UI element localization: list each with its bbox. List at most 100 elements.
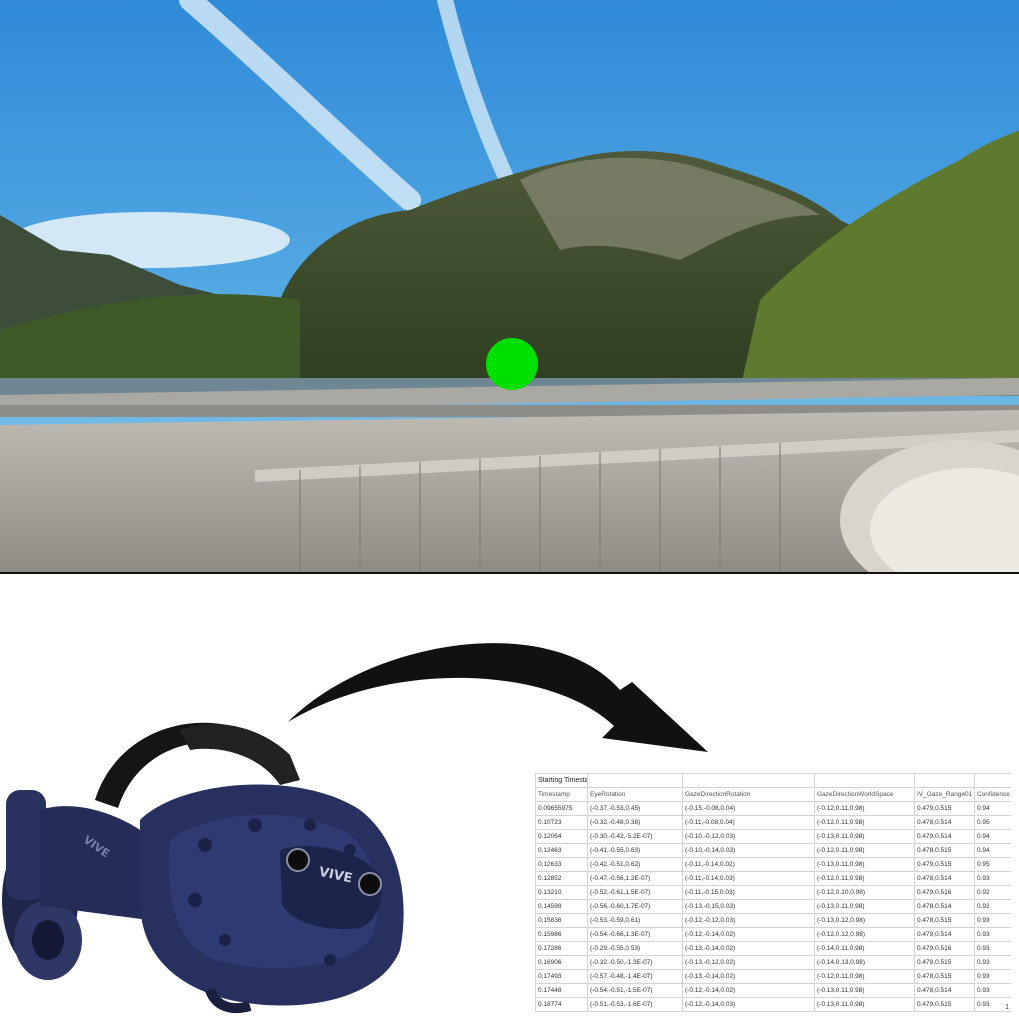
column-header: GazeDirectionWorldSpace	[814, 787, 915, 802]
table-cell: (-0.30,-0.42,-5.2E-07)	[587, 829, 683, 844]
table-cell: (-0.32,-0.48,0.38)	[587, 815, 683, 830]
column-header: GazeDirectionRotation	[682, 787, 815, 802]
table-row: 0.10723 (-0.32,-0.48,0.38) (-0.11,-0.08,0.…	[535, 815, 1011, 830]
table-cell: (-0.51,-0.53,-1.6E-07)	[587, 997, 683, 1012]
table-cell: (-0.47,-0.56,1.2E-07)	[587, 871, 683, 886]
table-cell: (-0.13,0.11,0.98)	[814, 997, 915, 1012]
table-cell: (-0.12,-0.14,0.02)	[682, 927, 815, 942]
table-cell: 0.15836	[535, 913, 588, 928]
table-cell: 0.93	[974, 997, 1011, 1012]
table-row: 0.12463 (-0.41,-0.55,0.63) (-0.10,-0.14,0.…	[535, 843, 1011, 858]
table-cell: 0.93	[974, 983, 1011, 998]
table-cell: (-0.11,-0.14,0.03)	[682, 871, 815, 886]
table-cell: (-0.11,-0.15,0.03)	[682, 885, 815, 900]
table-cell: 0.12633	[535, 857, 588, 872]
table-row: 0.12064 (-0.30,-0.42,-5.2E-07) (-0.10,-0.1…	[535, 829, 1011, 844]
sheet-title: Starting Timestamp	[535, 773, 588, 788]
table-cell: 0.12463	[535, 843, 588, 858]
panorama-scene	[0, 0, 1019, 574]
table-row: 0.15986 (-0.54,-0.66,1.3E-07) (-0.12,-0.14…	[535, 927, 1011, 942]
table-cell: 0.14598	[535, 899, 588, 914]
table-cell: (-0.13,0.11,0.98)	[814, 983, 915, 998]
table-cell: (-0.15,-0.08,0.04)	[682, 801, 815, 816]
table-cell: 0.17493	[535, 969, 588, 984]
table-cell: (-0.13,-0.12,0.02)	[682, 955, 815, 970]
table-cell: (-0.37,-0.53,0.45)	[587, 801, 683, 816]
table-row: 0.16906 (-0.32,-0.50,-1.3E-07) (-0.13,-0.1…	[535, 955, 1011, 970]
table-cell: (-0.13,0.11,0.98)	[814, 899, 915, 914]
table-cell: 0.478,0.515	[914, 913, 975, 928]
table-cell: 0.479,0.514	[914, 829, 975, 844]
table-cell: (-0.10,-0.12,0.03)	[682, 829, 815, 844]
table-cell: 0.92	[974, 885, 1011, 900]
table-row: 0.09655975 (-0.37,-0.53,0.45) (-0.15,-0.08…	[535, 801, 1011, 816]
table-cell: (-0.13,0.11,0.98)	[814, 829, 915, 844]
table-cell: (-0.13,0.12,0.98)	[814, 913, 915, 928]
table-cell: (-0.12,0.12,0.98)	[814, 927, 915, 942]
table-cell: 0.479,0.514	[914, 927, 975, 942]
table-cell: 0.478,0.514	[914, 815, 975, 830]
table-cell: (-0.56,-0.60,1.7E-07)	[587, 899, 683, 914]
table-cell: 0.478,0.515	[914, 969, 975, 984]
table-cell: (-0.12,0.11,0.98)	[814, 843, 915, 858]
eye-tracking-spreadsheet: Starting Timestamp Timestamp EyeRotation…	[535, 773, 1011, 1013]
page-number: 1	[1005, 1004, 1009, 1011]
table-cell: (-0.52,-0.61,1.5E-07)	[587, 885, 683, 900]
table-cell: 0.93	[974, 941, 1011, 956]
table-cell: 0.12852	[535, 871, 588, 886]
table-cell: (-0.12,0.10,0.98)	[814, 885, 915, 900]
table-cell: (-0.13,-0.15,0.03)	[682, 899, 815, 914]
table-cell: (-0.42,-0.51,0.62)	[587, 857, 683, 872]
column-header: EyeRotation	[587, 787, 683, 802]
table-cell: 0.17448	[535, 983, 588, 998]
table-cell: (-0.12,0.11,0.98)	[814, 801, 915, 816]
data-table: Starting Timestamp Timestamp EyeRotation…	[535, 773, 1011, 1012]
table-cell: 0.478,0.514	[914, 899, 975, 914]
table-cell: 0.479,0.515	[914, 801, 975, 816]
table-row: 0.12852 (-0.47,-0.56,1.2E-07) (-0.11,-0.14…	[535, 871, 1011, 886]
table-cell: 0.478,0.515	[914, 843, 975, 858]
table-cell: (-0.13,-0.14,0.02)	[682, 969, 815, 984]
table-cell: 0.94	[974, 801, 1011, 816]
table-row: 0.17448 (-0.54,-0.51,-1.5E-07) (-0.12,-0.1…	[535, 983, 1011, 998]
table-cell: (-0.13,0.11,0.98)	[814, 857, 915, 872]
table-cell: (-0.11,-0.08,0.04)	[682, 815, 815, 830]
table-cell: 0.94	[974, 829, 1011, 844]
table-cell: 0.10723	[535, 815, 588, 830]
table-cell: 0.93	[974, 969, 1011, 984]
table-cell: 0.93	[974, 913, 1011, 928]
table-cell: 0.93	[974, 955, 1011, 970]
table-cell: 0.479,0.515	[914, 955, 975, 970]
column-header: IV_Gaze_Range01	[914, 787, 975, 802]
table-row: 0.17286 (-0.29,-0.55,0.53) (-0.13,-0.14,0.…	[535, 941, 1011, 956]
table-cell: 0.479,0.515	[914, 997, 975, 1012]
scene-image	[0, 0, 1019, 572]
table-cell: (-0.32,-0.50,-1.3E-07)	[587, 955, 683, 970]
table-row: 0.15836 (-0.53,-0.59,0.61) (-0.12,-0.12,0.…	[535, 913, 1011, 928]
table-cell: (-0.54,-0.51,-1.5E-07)	[587, 983, 683, 998]
table-cell: 0.13210	[535, 885, 588, 900]
table-cell: 0.478,0.514	[914, 983, 975, 998]
table-row: 0.18774 (-0.51,-0.53,-1.6E-07) (-0.12,-0.1…	[535, 997, 1011, 1012]
table-cell: (-0.53,-0.59,0.61)	[587, 913, 683, 928]
table-cell: 0.17286	[535, 941, 588, 956]
table-row: 0.17493 (-0.57,-0.48,-1.4E-07) (-0.13,-0.1…	[535, 969, 1011, 984]
table-cell: (-0.41,-0.55,0.63)	[587, 843, 683, 858]
table-cell: (-0.12,0.11,0.98)	[814, 871, 915, 886]
table-cell: 0.479,0.515	[914, 857, 975, 872]
column-header: Confidence	[974, 787, 1011, 802]
table-cell: (-0.12,0.11,0.98)	[814, 815, 915, 830]
table-row: 0.14598 (-0.56,-0.60,1.7E-07) (-0.13,-0.15…	[535, 899, 1011, 914]
table-cell: (-0.10,-0.14,0.03)	[682, 843, 815, 858]
vr-headset-illustration: VIVE VIVE	[2, 722, 404, 1014]
headset-brand-front: VIVE	[317, 865, 353, 887]
table-cell: 0.479,0.516	[914, 885, 975, 900]
title-row: Starting Timestamp	[535, 773, 1011, 788]
flow-arrow	[288, 643, 708, 752]
table-cell: (-0.14,0.13,0.98)	[814, 955, 915, 970]
table-cell: 0.92	[974, 899, 1011, 914]
table-cell: (-0.12,-0.14,0.02)	[682, 983, 815, 998]
table-cell: (-0.11,-0.14,0.02)	[682, 857, 815, 872]
table-cell: 0.95	[974, 815, 1011, 830]
table-cell: (-0.14,0.11,0.98)	[814, 941, 915, 956]
